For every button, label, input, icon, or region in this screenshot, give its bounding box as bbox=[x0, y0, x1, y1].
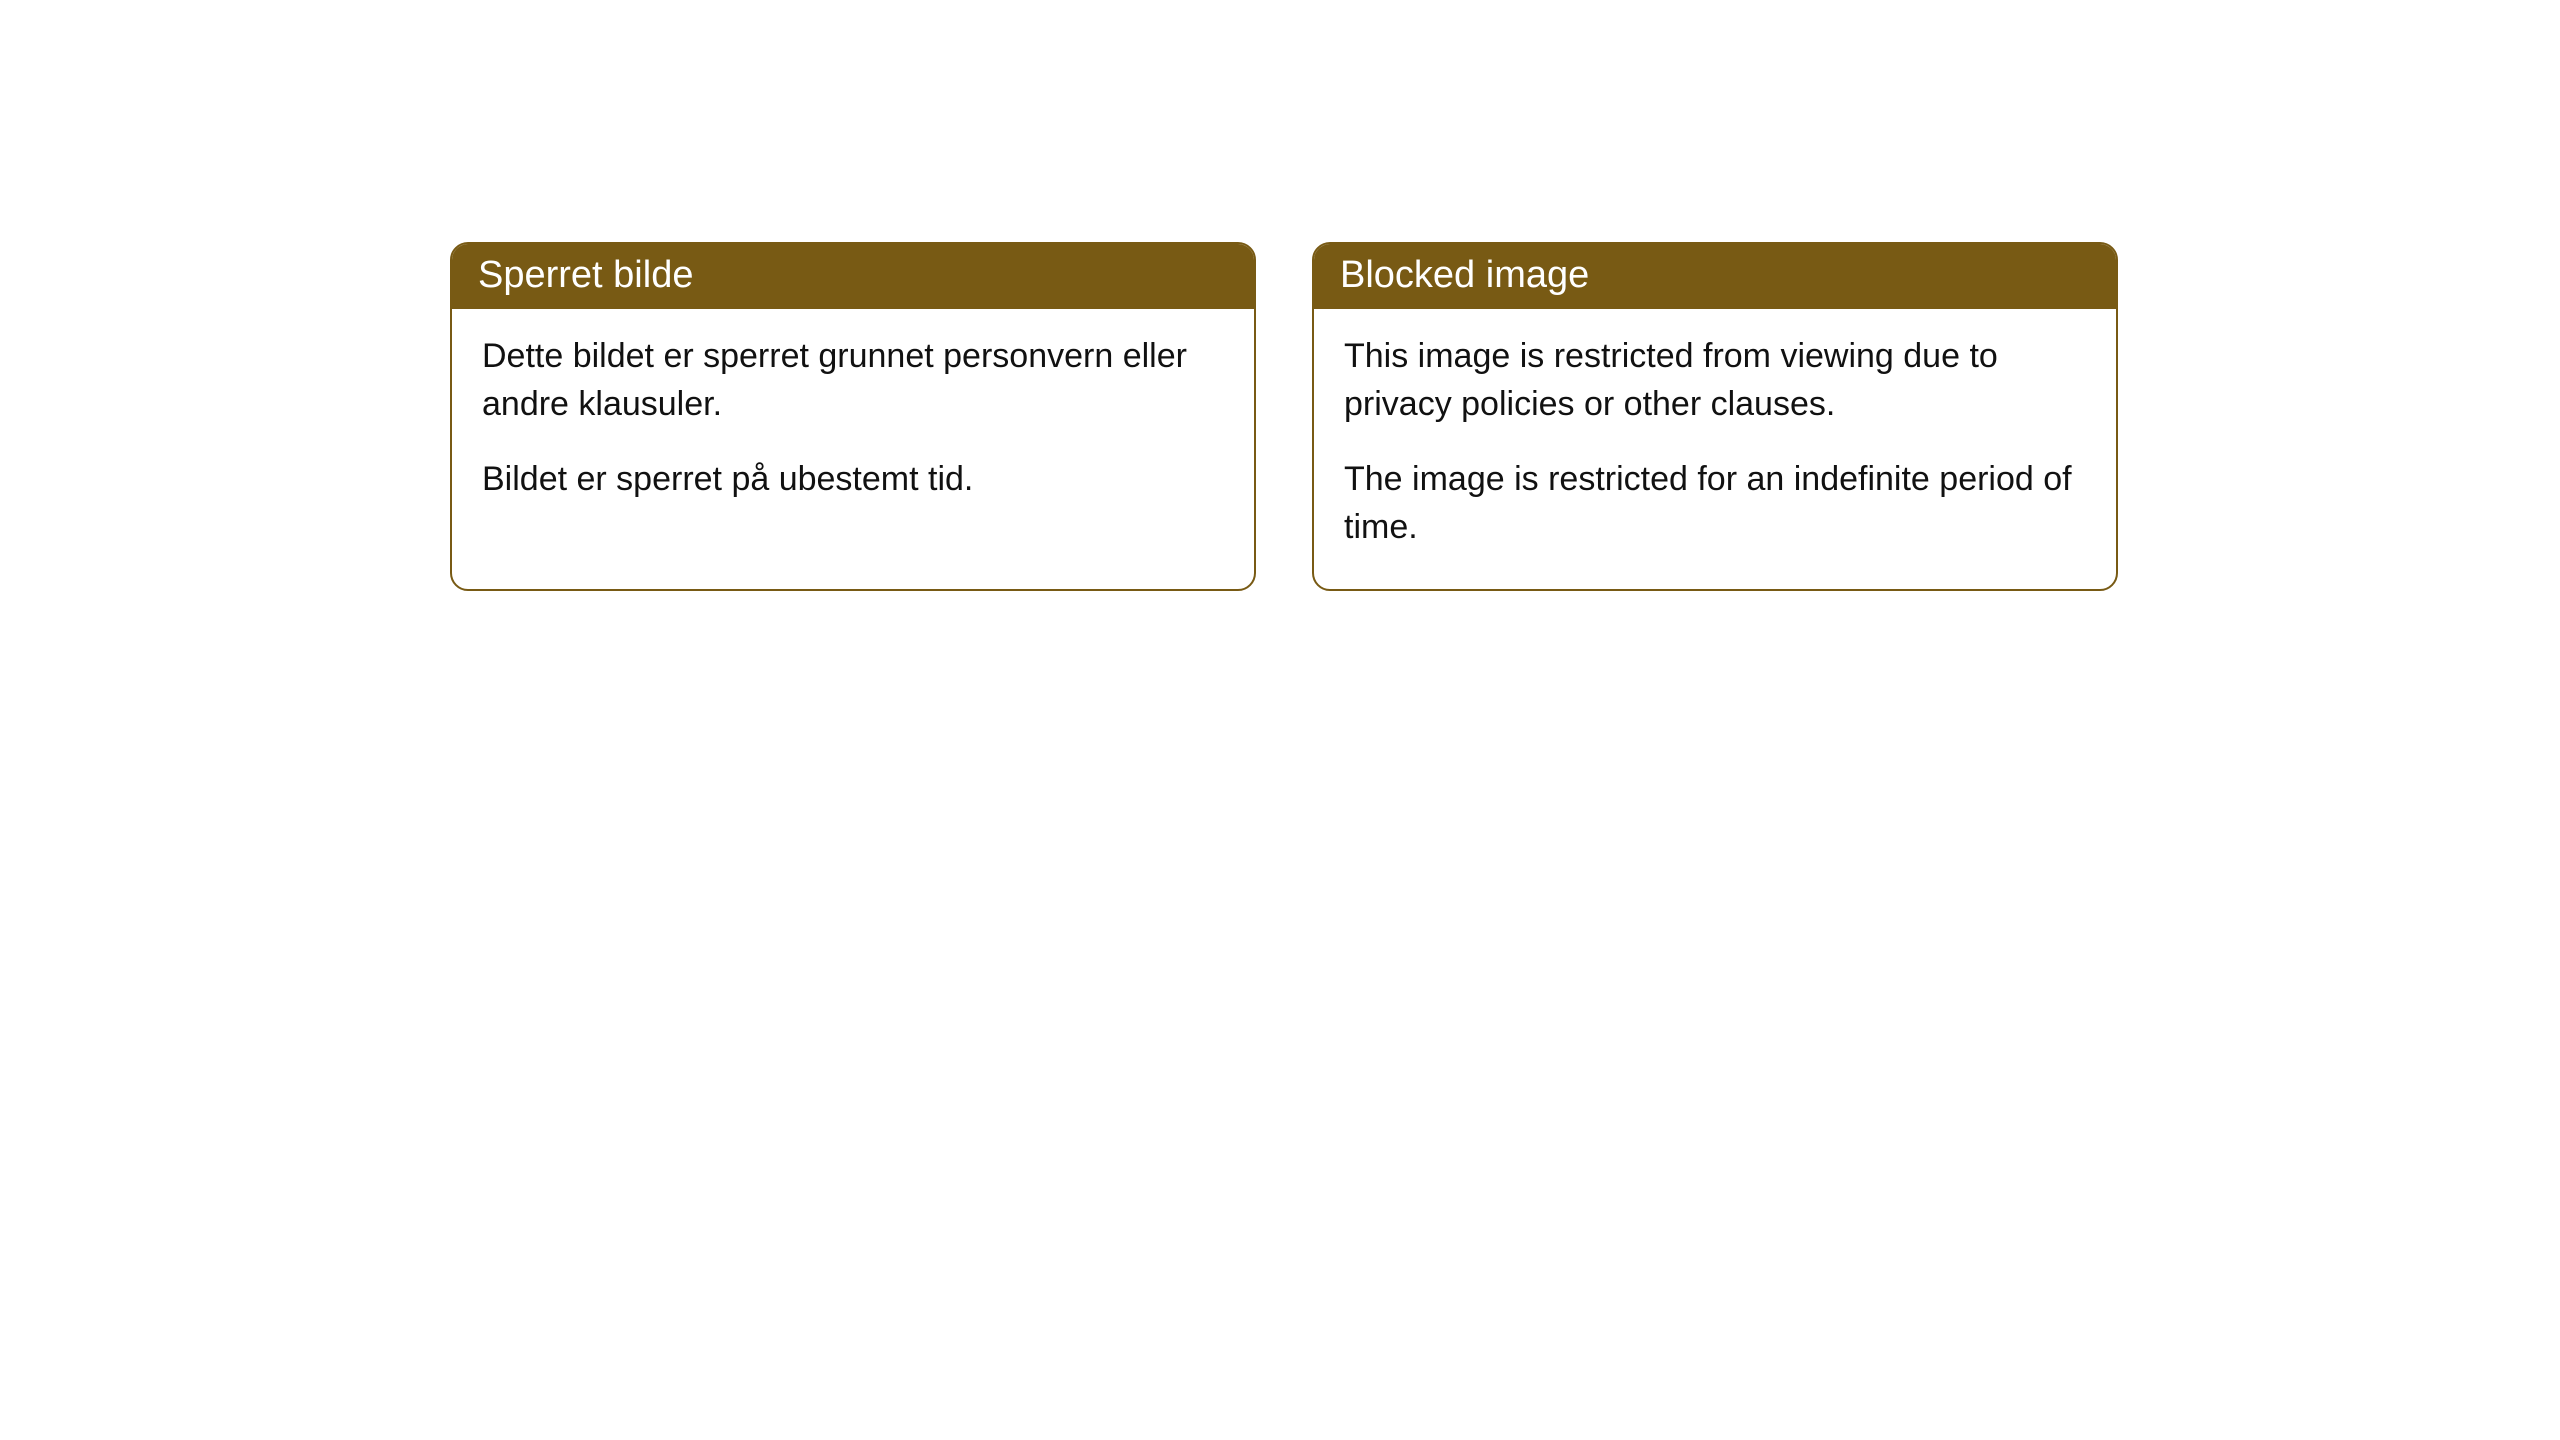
card-paragraph: This image is restricted from viewing du… bbox=[1344, 333, 2086, 428]
blocked-image-card-norwegian: Sperret bilde Dette bildet er sperret gr… bbox=[450, 242, 1256, 591]
card-paragraph: Bildet er sperret på ubestemt tid. bbox=[482, 456, 1224, 504]
card-paragraph: Dette bildet er sperret grunnet personve… bbox=[482, 333, 1224, 428]
card-header-norwegian: Sperret bilde bbox=[452, 244, 1254, 309]
notice-cards-container: Sperret bilde Dette bildet er sperret gr… bbox=[0, 0, 2560, 591]
card-header-english: Blocked image bbox=[1314, 244, 2116, 309]
card-title: Blocked image bbox=[1340, 254, 1589, 296]
card-title: Sperret bilde bbox=[478, 254, 693, 296]
card-body-norwegian: Dette bildet er sperret grunnet personve… bbox=[452, 309, 1254, 542]
card-body-english: This image is restricted from viewing du… bbox=[1314, 309, 2116, 589]
blocked-image-card-english: Blocked image This image is restricted f… bbox=[1312, 242, 2118, 591]
card-paragraph: The image is restricted for an indefinit… bbox=[1344, 456, 2086, 551]
